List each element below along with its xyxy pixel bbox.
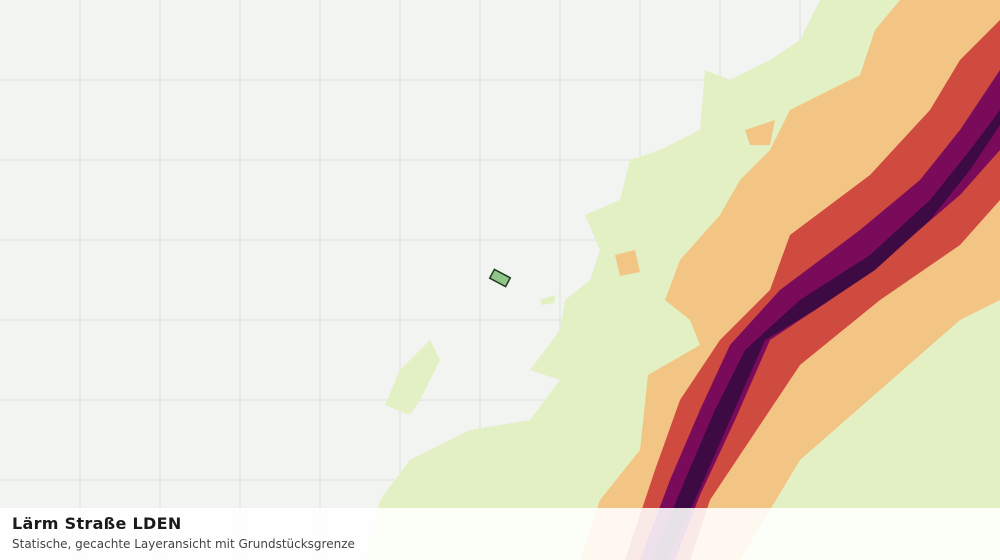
- layer-title: Lärm Straße LDEN: [12, 514, 182, 533]
- noise-zone-very-high: [640, 70, 1000, 560]
- layer-subtitle: Statische, gecachte Layeransicht mit Gru…: [12, 537, 355, 551]
- parcel-boundary[interactable]: [488, 268, 512, 288]
- caption-panel: Lärm Straße LDEN Statische, gecachte Lay…: [0, 508, 1000, 560]
- noise-zone-extreme: [652, 110, 1000, 560]
